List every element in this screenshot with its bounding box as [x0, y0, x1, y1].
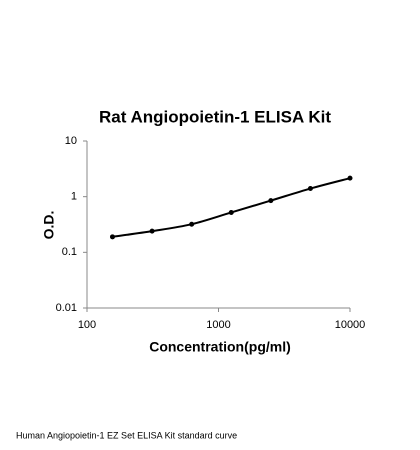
point: [109, 234, 115, 240]
point: [189, 221, 195, 227]
point: [347, 175, 353, 181]
x-axis-label: Concentration(pg/ml): [149, 339, 291, 355]
x-tick-label: 1000: [206, 319, 230, 331]
x-tick-label: 100: [78, 319, 96, 331]
y-axis-label: O.D.: [41, 211, 57, 240]
x-tick-label: 10000: [335, 319, 366, 331]
point: [228, 209, 234, 215]
chart-title: Rat Angiopoietin-1 ELISA Kit: [99, 107, 331, 126]
caption: Human Angiopoietin-1 EZ Set ELISA Kit st…: [16, 430, 237, 440]
point: [307, 186, 313, 192]
y-tick-label: 1: [71, 191, 77, 203]
curve: [112, 177, 351, 238]
y-tick-label: 10: [65, 135, 77, 147]
point: [149, 228, 155, 234]
y-tick-label: 0.01: [56, 302, 77, 314]
point: [268, 198, 274, 204]
y-tick-label: 0.1: [62, 246, 77, 258]
